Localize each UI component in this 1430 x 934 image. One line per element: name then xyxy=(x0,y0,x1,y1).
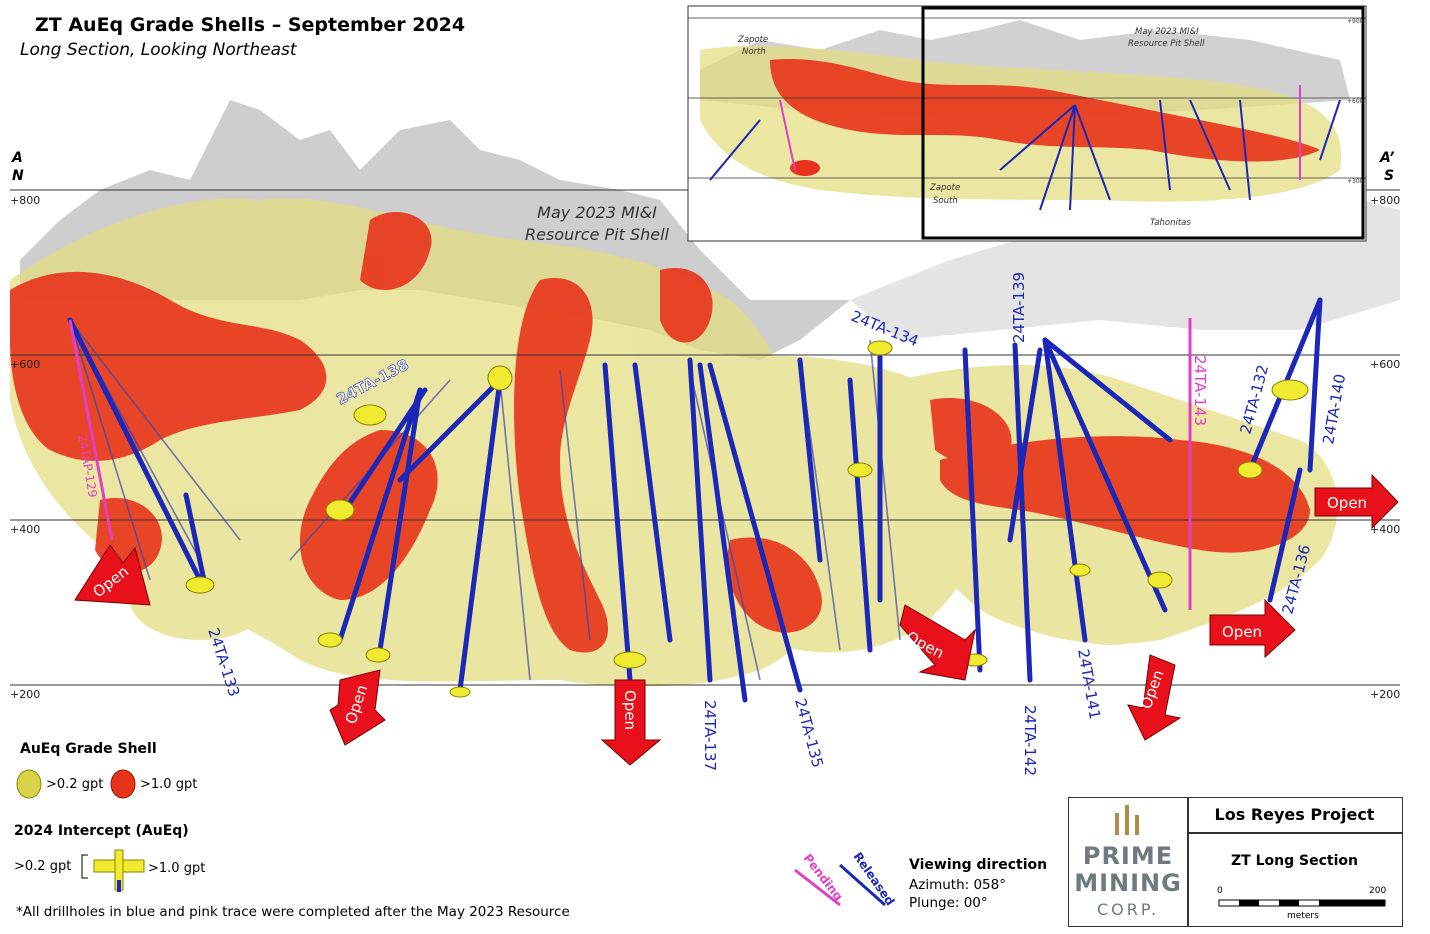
inset-zapote-north-2: North xyxy=(742,47,766,57)
legend-intercept-title: 2024 Intercept (AuEq) xyxy=(14,823,189,839)
open-arrow-4 xyxy=(899,604,976,681)
legend-pending-label: Pending xyxy=(801,851,846,903)
label-24ta-133: 24TA-133 xyxy=(204,626,243,699)
open-arrow-3 xyxy=(600,679,662,766)
pit-label-2: Resource Pit Shell xyxy=(525,225,670,244)
open-arrows xyxy=(74,473,1399,766)
inset-pit-2: Resource Pit Shell xyxy=(1128,39,1205,49)
open-arrow-7 xyxy=(1314,473,1399,530)
inset-zapote-south-1: Zapote xyxy=(929,183,960,193)
project-name: Los Reyes Project xyxy=(1214,805,1375,824)
legend-pending-line xyxy=(794,868,841,907)
inset-zapote-south-2: South xyxy=(933,196,958,206)
section-left-direction: N xyxy=(12,168,24,184)
scale-unit: meters xyxy=(1287,911,1319,921)
elev-200-left: +200 xyxy=(10,688,41,701)
logo-word-3: CORP. xyxy=(1096,900,1160,919)
elev-600-right: +600 xyxy=(1370,358,1401,371)
section-right-letter: A’ xyxy=(1380,150,1395,166)
legend-shell-high: >1.0 gpt xyxy=(140,777,198,792)
legend-high-grade-swatch xyxy=(110,769,136,799)
inset-e300: +300 xyxy=(1347,178,1364,185)
inset-tahonitas: Tahonitas xyxy=(1150,218,1191,228)
logo-word-1: PRIME xyxy=(1082,842,1174,870)
scale-start: 0 xyxy=(1217,886,1223,896)
released-drillholes xyxy=(67,297,1323,703)
label-24ta-141: 24TA-141 xyxy=(1074,648,1104,721)
label-24ta-142: 24TA-142 xyxy=(1021,705,1039,776)
inset-map: Zapote North May 2023 MI&I Resource Pit … xyxy=(687,5,1367,242)
legend-shell-low: >0.2 gpt xyxy=(46,777,104,792)
label-24ta-140: 24TA-140 xyxy=(1319,373,1349,446)
open-arrow-2 xyxy=(329,669,386,746)
inset-e900: +900 xyxy=(1347,18,1364,25)
legend-released-line xyxy=(839,863,886,907)
label-24ta-137: 24TA-137 xyxy=(701,700,719,771)
label-24ta-143: 24TA-143 xyxy=(1191,355,1209,426)
scale-bar xyxy=(1218,899,1386,907)
open-label-3: Open xyxy=(621,690,639,730)
legend-low-grade-swatch xyxy=(16,769,42,799)
section-right-direction: S xyxy=(1384,168,1395,184)
open-arrow-1 xyxy=(74,544,151,606)
open-arrow-6 xyxy=(1209,598,1296,659)
label-24ta-135: 24TA-135 xyxy=(791,696,827,769)
open-label-6: Open xyxy=(1222,623,1262,641)
figure-title: ZT AuEq Grade Shells – September 2024 xyxy=(35,14,466,36)
scale-end: 200 xyxy=(1369,886,1387,896)
inset-e600: +600 xyxy=(1347,98,1364,105)
legend-intercept-high: >1.0 gpt xyxy=(148,861,206,876)
viewing-direction-title: Viewing direction xyxy=(909,857,1048,873)
viewing-azimuth: Azimuth: 058° xyxy=(909,877,1006,893)
pit-label-1: May 2023 MI&I xyxy=(537,203,657,222)
legend-intercept-low: >0.2 gpt xyxy=(14,859,72,874)
inset-pit-1: May 2023 MI&I xyxy=(1135,27,1199,37)
label-24ta-139: 24TA-139 xyxy=(1010,272,1028,343)
figure-subtitle: Long Section, Looking Northeast xyxy=(20,40,297,60)
section-left-letter: A xyxy=(12,150,23,166)
pending-drillholes xyxy=(68,318,1192,610)
legend-intercept-bracket xyxy=(81,854,88,879)
logo-word-2: MINING xyxy=(1074,869,1182,897)
elev-800-right: +800 xyxy=(1370,194,1401,207)
inset-zapote-north-1: Zapote xyxy=(737,35,768,45)
open-label-7: Open xyxy=(1327,494,1367,512)
intercept-markers xyxy=(185,340,1309,698)
prime-mining-logo-icon xyxy=(1115,805,1139,835)
title-block: PRIME MINING CORP. Los Reyes Project ZT … xyxy=(1068,797,1403,927)
open-arrow-5 xyxy=(1127,654,1182,741)
elev-400-right: +400 xyxy=(1370,523,1401,536)
elev-600-left: +600 xyxy=(10,358,41,371)
sheet-name: ZT Long Section xyxy=(1231,853,1358,869)
elev-200-right: +200 xyxy=(1370,688,1401,701)
legend-shell-title: AuEq Grade Shell xyxy=(20,741,157,757)
viewing-plunge: Plunge: 00° xyxy=(909,895,988,911)
elev-400-left: +400 xyxy=(10,523,41,536)
elev-800-left: +800 xyxy=(10,194,41,207)
footnote: *All drillholes in blue and pink trace w… xyxy=(16,904,570,920)
